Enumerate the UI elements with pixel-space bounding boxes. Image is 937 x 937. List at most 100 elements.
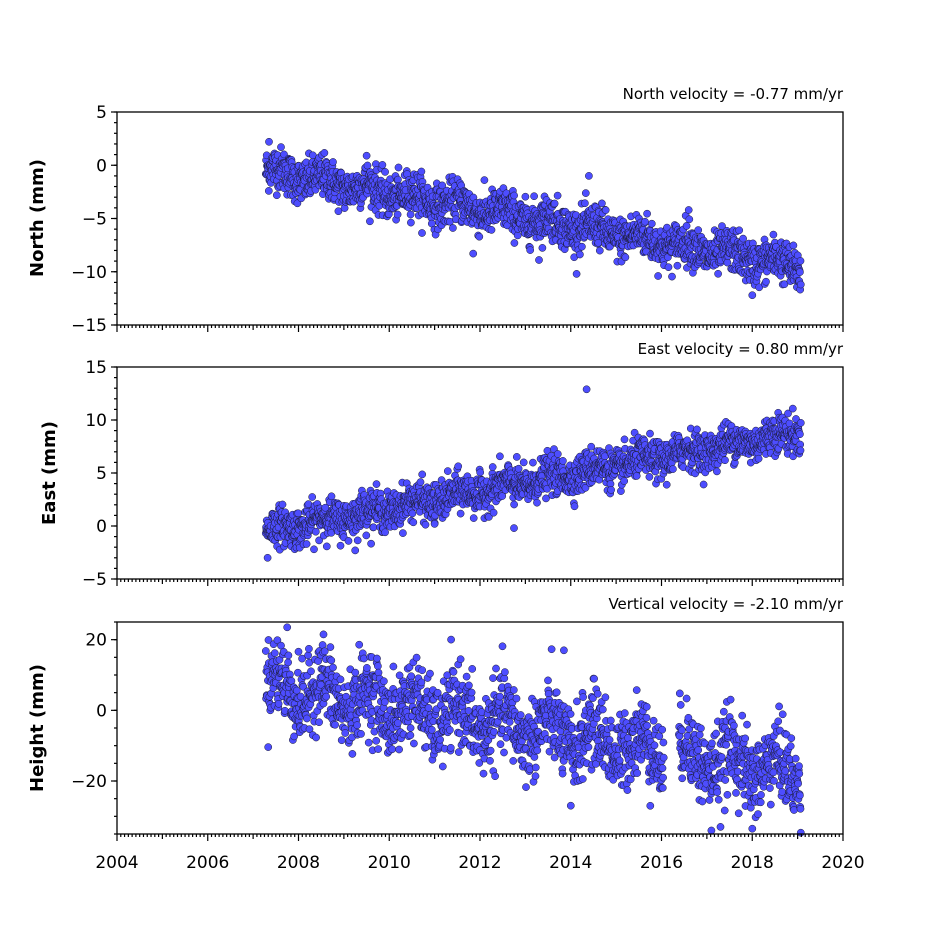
data-point xyxy=(530,192,538,201)
outlier-point xyxy=(585,172,593,180)
data-point xyxy=(357,730,365,738)
outlier-point xyxy=(582,385,591,394)
data-point xyxy=(509,757,518,765)
east-points xyxy=(261,385,805,562)
data-point xyxy=(272,191,281,200)
data-point xyxy=(270,649,279,657)
data-point xyxy=(438,762,447,771)
data-point xyxy=(572,270,581,278)
height-panel: Vertical velocity = -2.10 mm/yr 200−20 H… xyxy=(27,595,844,841)
data-point xyxy=(355,640,364,649)
data-point xyxy=(406,210,415,219)
data-point xyxy=(762,277,770,286)
data-point xyxy=(326,643,335,651)
outlier-point xyxy=(430,520,439,528)
data-point xyxy=(685,215,694,224)
data-point xyxy=(409,518,418,527)
data-point xyxy=(264,187,273,195)
data-point xyxy=(310,545,318,554)
data-point xyxy=(443,467,452,475)
data-point xyxy=(274,699,283,708)
data-point xyxy=(353,536,362,545)
data-point xyxy=(490,727,498,736)
data-point xyxy=(553,191,562,200)
data-point xyxy=(303,714,311,723)
data-point xyxy=(320,149,329,157)
data-point xyxy=(373,654,381,663)
data-point xyxy=(340,204,349,212)
data-point xyxy=(529,458,537,467)
data-point xyxy=(408,509,417,518)
data-point xyxy=(607,486,615,494)
outlier-point xyxy=(263,553,272,562)
data-point xyxy=(424,704,433,712)
data-point xyxy=(449,224,457,232)
data-point xyxy=(261,647,270,655)
ytick-label: 0 xyxy=(96,156,107,176)
data-point xyxy=(412,653,421,662)
data-point xyxy=(372,480,381,488)
data-point xyxy=(516,711,525,719)
data-point xyxy=(372,736,381,745)
data-point xyxy=(389,662,398,671)
data-point xyxy=(505,718,514,726)
data-point xyxy=(581,199,589,208)
data-point xyxy=(620,435,629,444)
data-point xyxy=(426,669,434,678)
east-ylabel: East (mm) xyxy=(39,421,60,525)
outlier-point xyxy=(748,291,757,300)
data-point xyxy=(723,258,732,267)
data-point xyxy=(421,520,430,529)
data-point xyxy=(796,257,805,265)
data-point xyxy=(469,514,478,522)
data-point xyxy=(284,651,293,660)
data-point xyxy=(647,219,656,228)
data-point xyxy=(788,404,797,413)
data-point xyxy=(796,280,805,289)
data-point xyxy=(553,450,562,458)
data-point xyxy=(570,502,579,511)
ytick-label: 0 xyxy=(96,517,107,537)
data-point xyxy=(438,181,447,190)
outlier-point xyxy=(535,256,543,264)
data-point xyxy=(476,468,485,477)
data-point xyxy=(381,168,389,176)
data-point xyxy=(492,664,500,673)
data-point xyxy=(446,743,455,752)
data-point xyxy=(334,207,343,216)
data-point xyxy=(467,688,476,697)
data-point xyxy=(721,456,729,465)
data-point xyxy=(496,452,504,461)
data-point xyxy=(489,674,497,682)
north-points xyxy=(261,137,805,300)
data-point xyxy=(673,261,682,270)
data-point xyxy=(519,458,528,467)
data-point xyxy=(510,500,518,509)
data-point xyxy=(486,746,495,755)
data-point xyxy=(491,772,499,781)
data-point xyxy=(380,698,389,706)
data-point xyxy=(662,480,671,489)
data-point xyxy=(362,531,371,540)
data-point xyxy=(454,748,463,756)
data-point xyxy=(682,222,691,230)
data-point xyxy=(699,480,708,489)
data-point xyxy=(381,528,389,537)
data-point xyxy=(367,539,375,548)
data-point xyxy=(550,199,559,208)
data-point xyxy=(526,246,535,254)
data-point xyxy=(620,477,629,485)
data-point xyxy=(278,500,287,509)
ytick-label: −5 xyxy=(82,210,107,230)
data-point xyxy=(693,425,701,434)
data-point xyxy=(380,677,388,686)
data-point xyxy=(646,429,654,438)
data-point xyxy=(754,454,763,463)
data-point xyxy=(739,234,747,243)
data-point xyxy=(304,651,312,660)
data-point xyxy=(406,731,415,740)
data-point xyxy=(351,668,360,677)
data-point xyxy=(369,523,378,532)
data-point xyxy=(418,229,426,237)
